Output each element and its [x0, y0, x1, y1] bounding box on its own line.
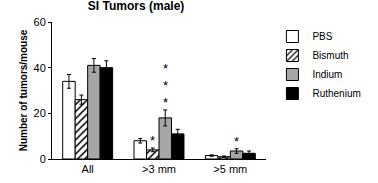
svg-text:*: * [234, 134, 239, 149]
svg-text:SI Tumors (male): SI Tumors (male) [88, 0, 184, 13]
svg-text:20: 20 [34, 107, 46, 119]
svg-text:0: 0 [40, 153, 46, 165]
svg-text:PBS: PBS [312, 31, 332, 42]
svg-text:40: 40 [34, 62, 46, 74]
svg-text:60: 60 [34, 16, 46, 28]
svg-text:>5 mm: >5 mm [213, 163, 247, 175]
svg-text:***: *** [163, 61, 168, 110]
svg-text:Indium: Indium [312, 69, 342, 80]
svg-text:Number of tumors/mouse: Number of tumors/mouse [18, 29, 29, 151]
svg-text:>3 mm: >3 mm [142, 163, 176, 175]
svg-text:Bismuth: Bismuth [312, 50, 348, 61]
svg-text:All: All [82, 163, 94, 175]
svg-text:*: * [150, 133, 155, 148]
svg-text:Ruthenium: Ruthenium [312, 88, 360, 99]
